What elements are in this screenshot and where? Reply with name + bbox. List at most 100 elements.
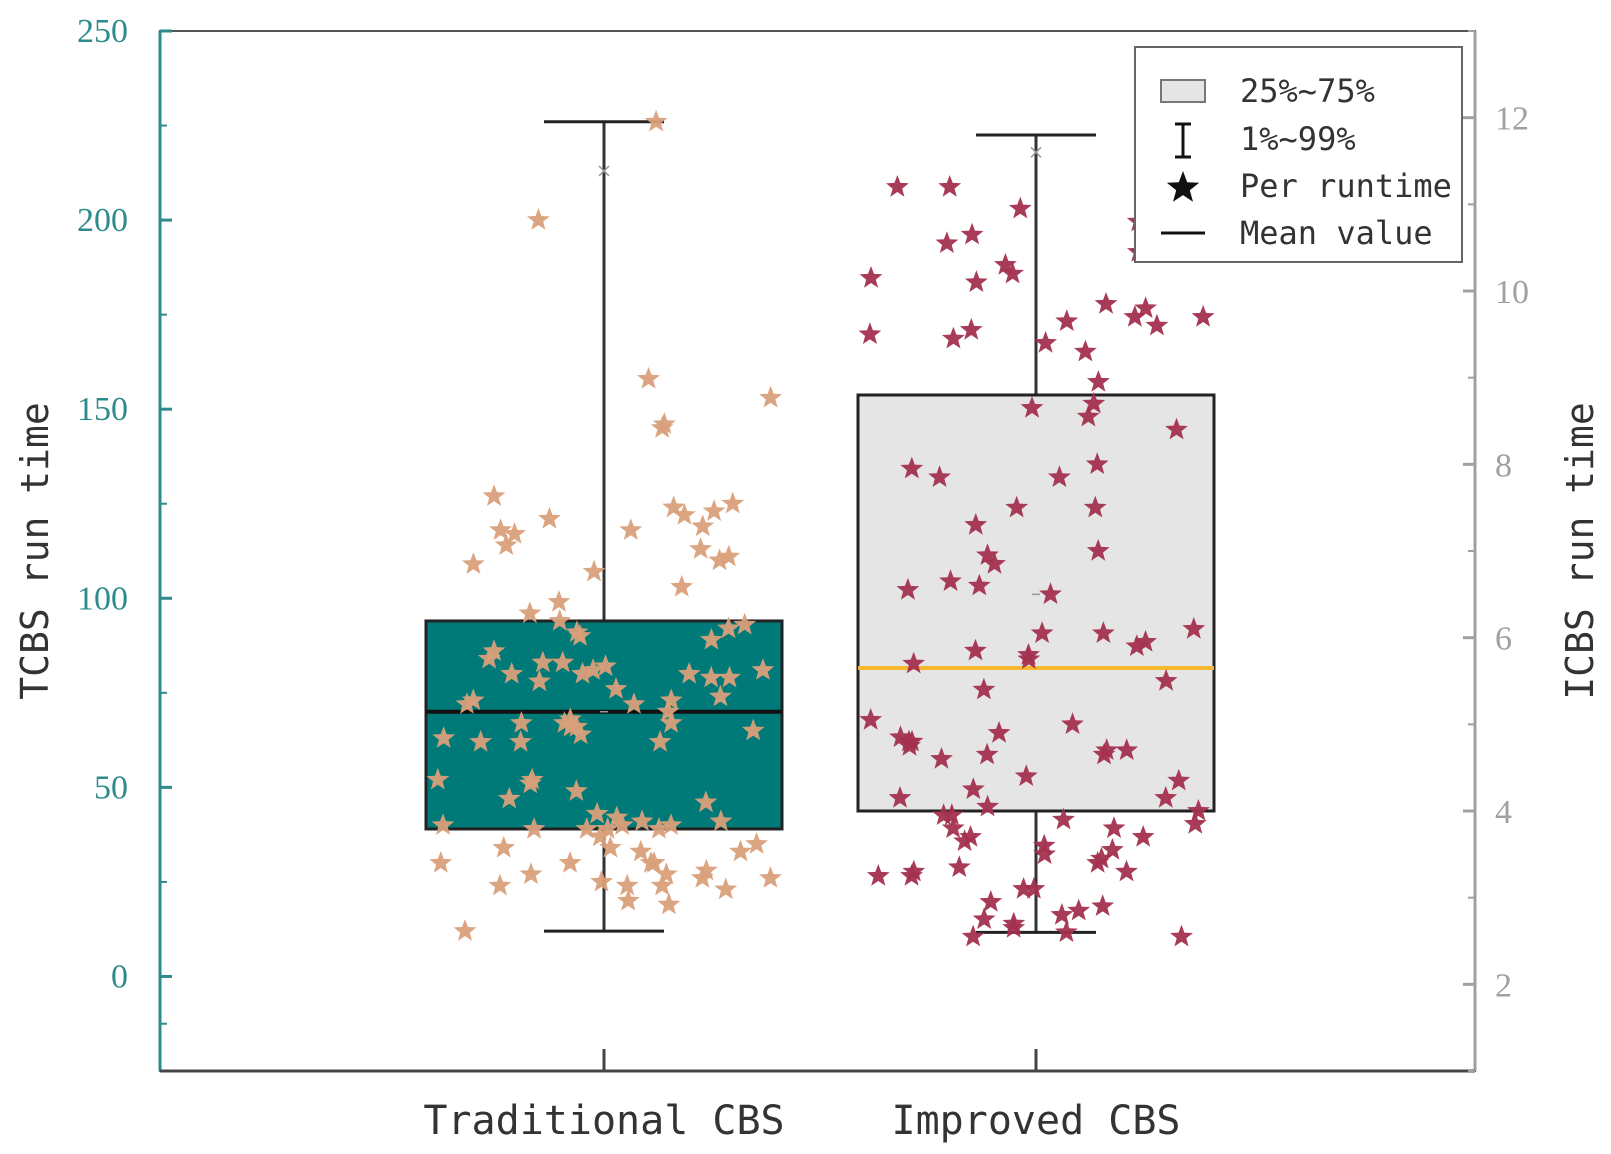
data-point	[1083, 495, 1107, 518]
data-point	[959, 825, 982, 847]
data-point	[1022, 877, 1046, 899]
data-point	[1092, 742, 1116, 765]
data-point	[1134, 630, 1157, 652]
data-point	[500, 661, 524, 684]
data-point	[492, 835, 516, 858]
data-point	[718, 665, 741, 688]
data-point	[522, 817, 546, 839]
data-point	[1165, 417, 1188, 440]
data-point	[594, 654, 617, 677]
data-point	[1182, 617, 1206, 639]
legend-label-quartile: 25%~75%	[1240, 72, 1375, 110]
data-point	[528, 669, 551, 692]
data-point	[662, 495, 686, 518]
data-point	[1167, 768, 1191, 791]
data-point	[967, 573, 991, 596]
data-point	[1131, 825, 1155, 847]
legend-star-icon	[1166, 171, 1200, 202]
data-point	[1082, 391, 1106, 414]
data-point	[497, 786, 521, 809]
data-point	[429, 851, 453, 873]
data-point	[1005, 495, 1029, 518]
data-point	[987, 721, 1011, 743]
data-point	[1154, 786, 1178, 808]
y-right-tick-label: 8	[1495, 447, 1512, 484]
data-point	[659, 711, 683, 733]
data-point	[462, 552, 485, 574]
data-point	[1030, 621, 1054, 643]
data-point	[1170, 924, 1193, 947]
data-point	[1154, 669, 1178, 691]
data-point	[581, 658, 605, 680]
data-point	[691, 514, 715, 537]
data-point	[1002, 916, 1026, 938]
data-point	[898, 734, 921, 756]
data-point	[548, 609, 572, 631]
data-point	[637, 366, 660, 389]
data-point	[964, 270, 988, 292]
category-label-improved-cbs: Improved CBS	[892, 1098, 1181, 1144]
data-point	[453, 919, 477, 941]
data-point	[1050, 903, 1074, 925]
data-point	[648, 730, 672, 752]
data-point	[582, 559, 606, 582]
data-point	[616, 888, 640, 911]
data-point	[588, 824, 612, 847]
data-point	[527, 208, 550, 230]
data-point	[961, 924, 985, 947]
data-point	[657, 892, 681, 915]
data-point	[432, 726, 456, 748]
data-point	[599, 835, 622, 858]
data-point	[709, 684, 732, 707]
data-point	[673, 503, 696, 525]
data-point	[1052, 807, 1075, 830]
data-point	[1134, 296, 1157, 318]
data-point	[928, 465, 951, 487]
data-point	[565, 714, 588, 737]
data-point	[647, 817, 671, 839]
data-point	[568, 624, 592, 646]
data-point	[959, 318, 983, 340]
data-point	[939, 569, 962, 591]
data-point	[569, 722, 593, 745]
data-point	[1115, 738, 1139, 760]
data-point	[1061, 712, 1084, 734]
data-point	[714, 877, 738, 900]
data-point	[964, 513, 988, 535]
data-point	[1034, 331, 1057, 353]
data-point	[940, 803, 964, 825]
data-point	[619, 518, 643, 540]
data-point	[650, 416, 674, 438]
data-point	[900, 864, 923, 886]
data-point	[972, 907, 996, 929]
data-point	[1001, 261, 1024, 284]
extreme-marker	[1030, 146, 1042, 158]
data-point	[1091, 894, 1115, 916]
y-right-tick-label: 12	[1495, 101, 1529, 138]
data-point	[426, 767, 450, 790]
y-right-tick-label: 6	[1495, 621, 1512, 658]
data-point	[1115, 859, 1138, 882]
data-point	[510, 711, 533, 733]
data-point	[596, 817, 620, 839]
data-point	[759, 385, 782, 408]
data-point	[902, 651, 926, 674]
data-point	[503, 522, 526, 544]
data-point	[953, 829, 976, 851]
data-point	[615, 873, 639, 896]
data-point	[604, 677, 628, 699]
data-point	[1055, 309, 1079, 331]
box-body	[424, 619, 784, 831]
data-point	[900, 456, 924, 479]
data-point	[605, 805, 629, 828]
data-point	[695, 858, 718, 881]
data-point	[708, 548, 731, 571]
y-left-tick-label: 100	[77, 580, 128, 617]
y-left-tick-label: 250	[77, 13, 128, 50]
data-point	[642, 851, 666, 873]
data-point	[629, 839, 653, 862]
data-point	[575, 817, 599, 839]
data-point	[677, 661, 701, 684]
data-point	[1125, 634, 1149, 656]
data-point	[702, 499, 726, 521]
